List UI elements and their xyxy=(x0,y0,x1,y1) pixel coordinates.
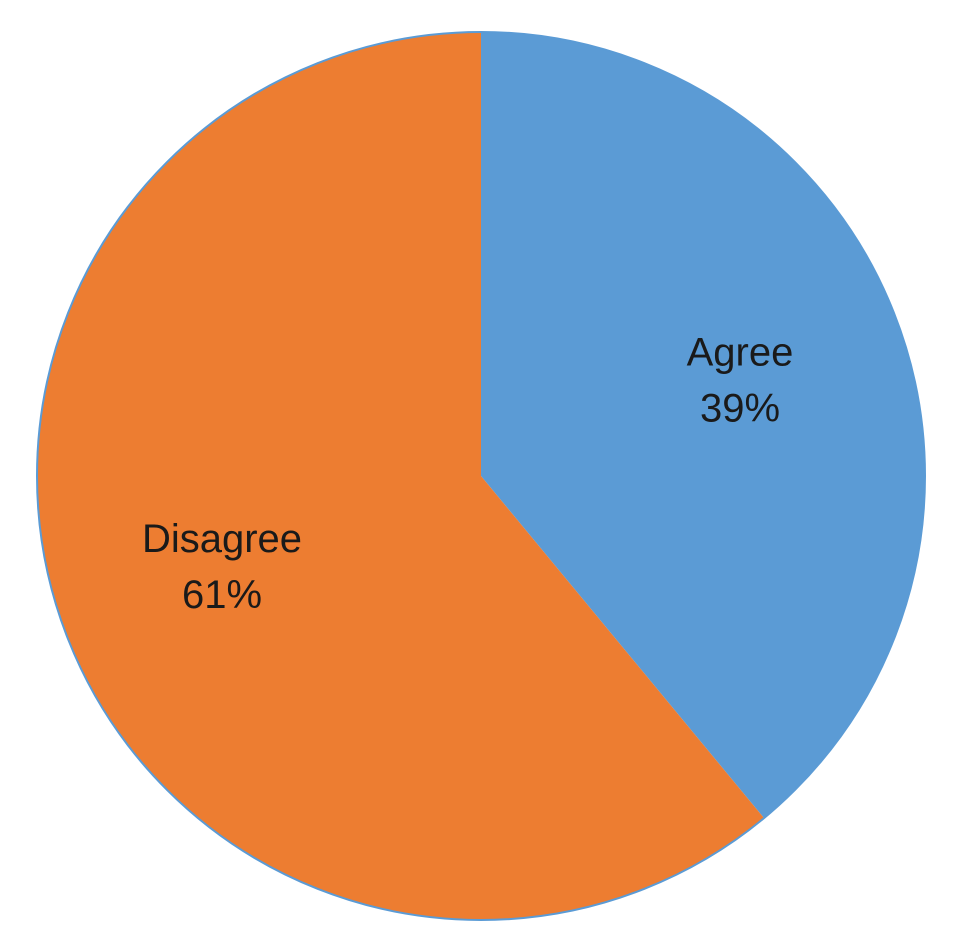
slice-value-agree: 39% xyxy=(700,386,780,430)
pie-outline xyxy=(36,31,926,921)
slice-value-disagree: 61% xyxy=(182,573,262,617)
pie-slice-disagree xyxy=(37,32,765,920)
slice-label-agree: Agree xyxy=(687,330,794,374)
pie-slices xyxy=(37,32,926,920)
slice-labels: Agree 39% Disagree 61% xyxy=(142,330,793,616)
slice-label-disagree: Disagree xyxy=(142,517,302,561)
pie-slice-agree xyxy=(481,32,926,819)
